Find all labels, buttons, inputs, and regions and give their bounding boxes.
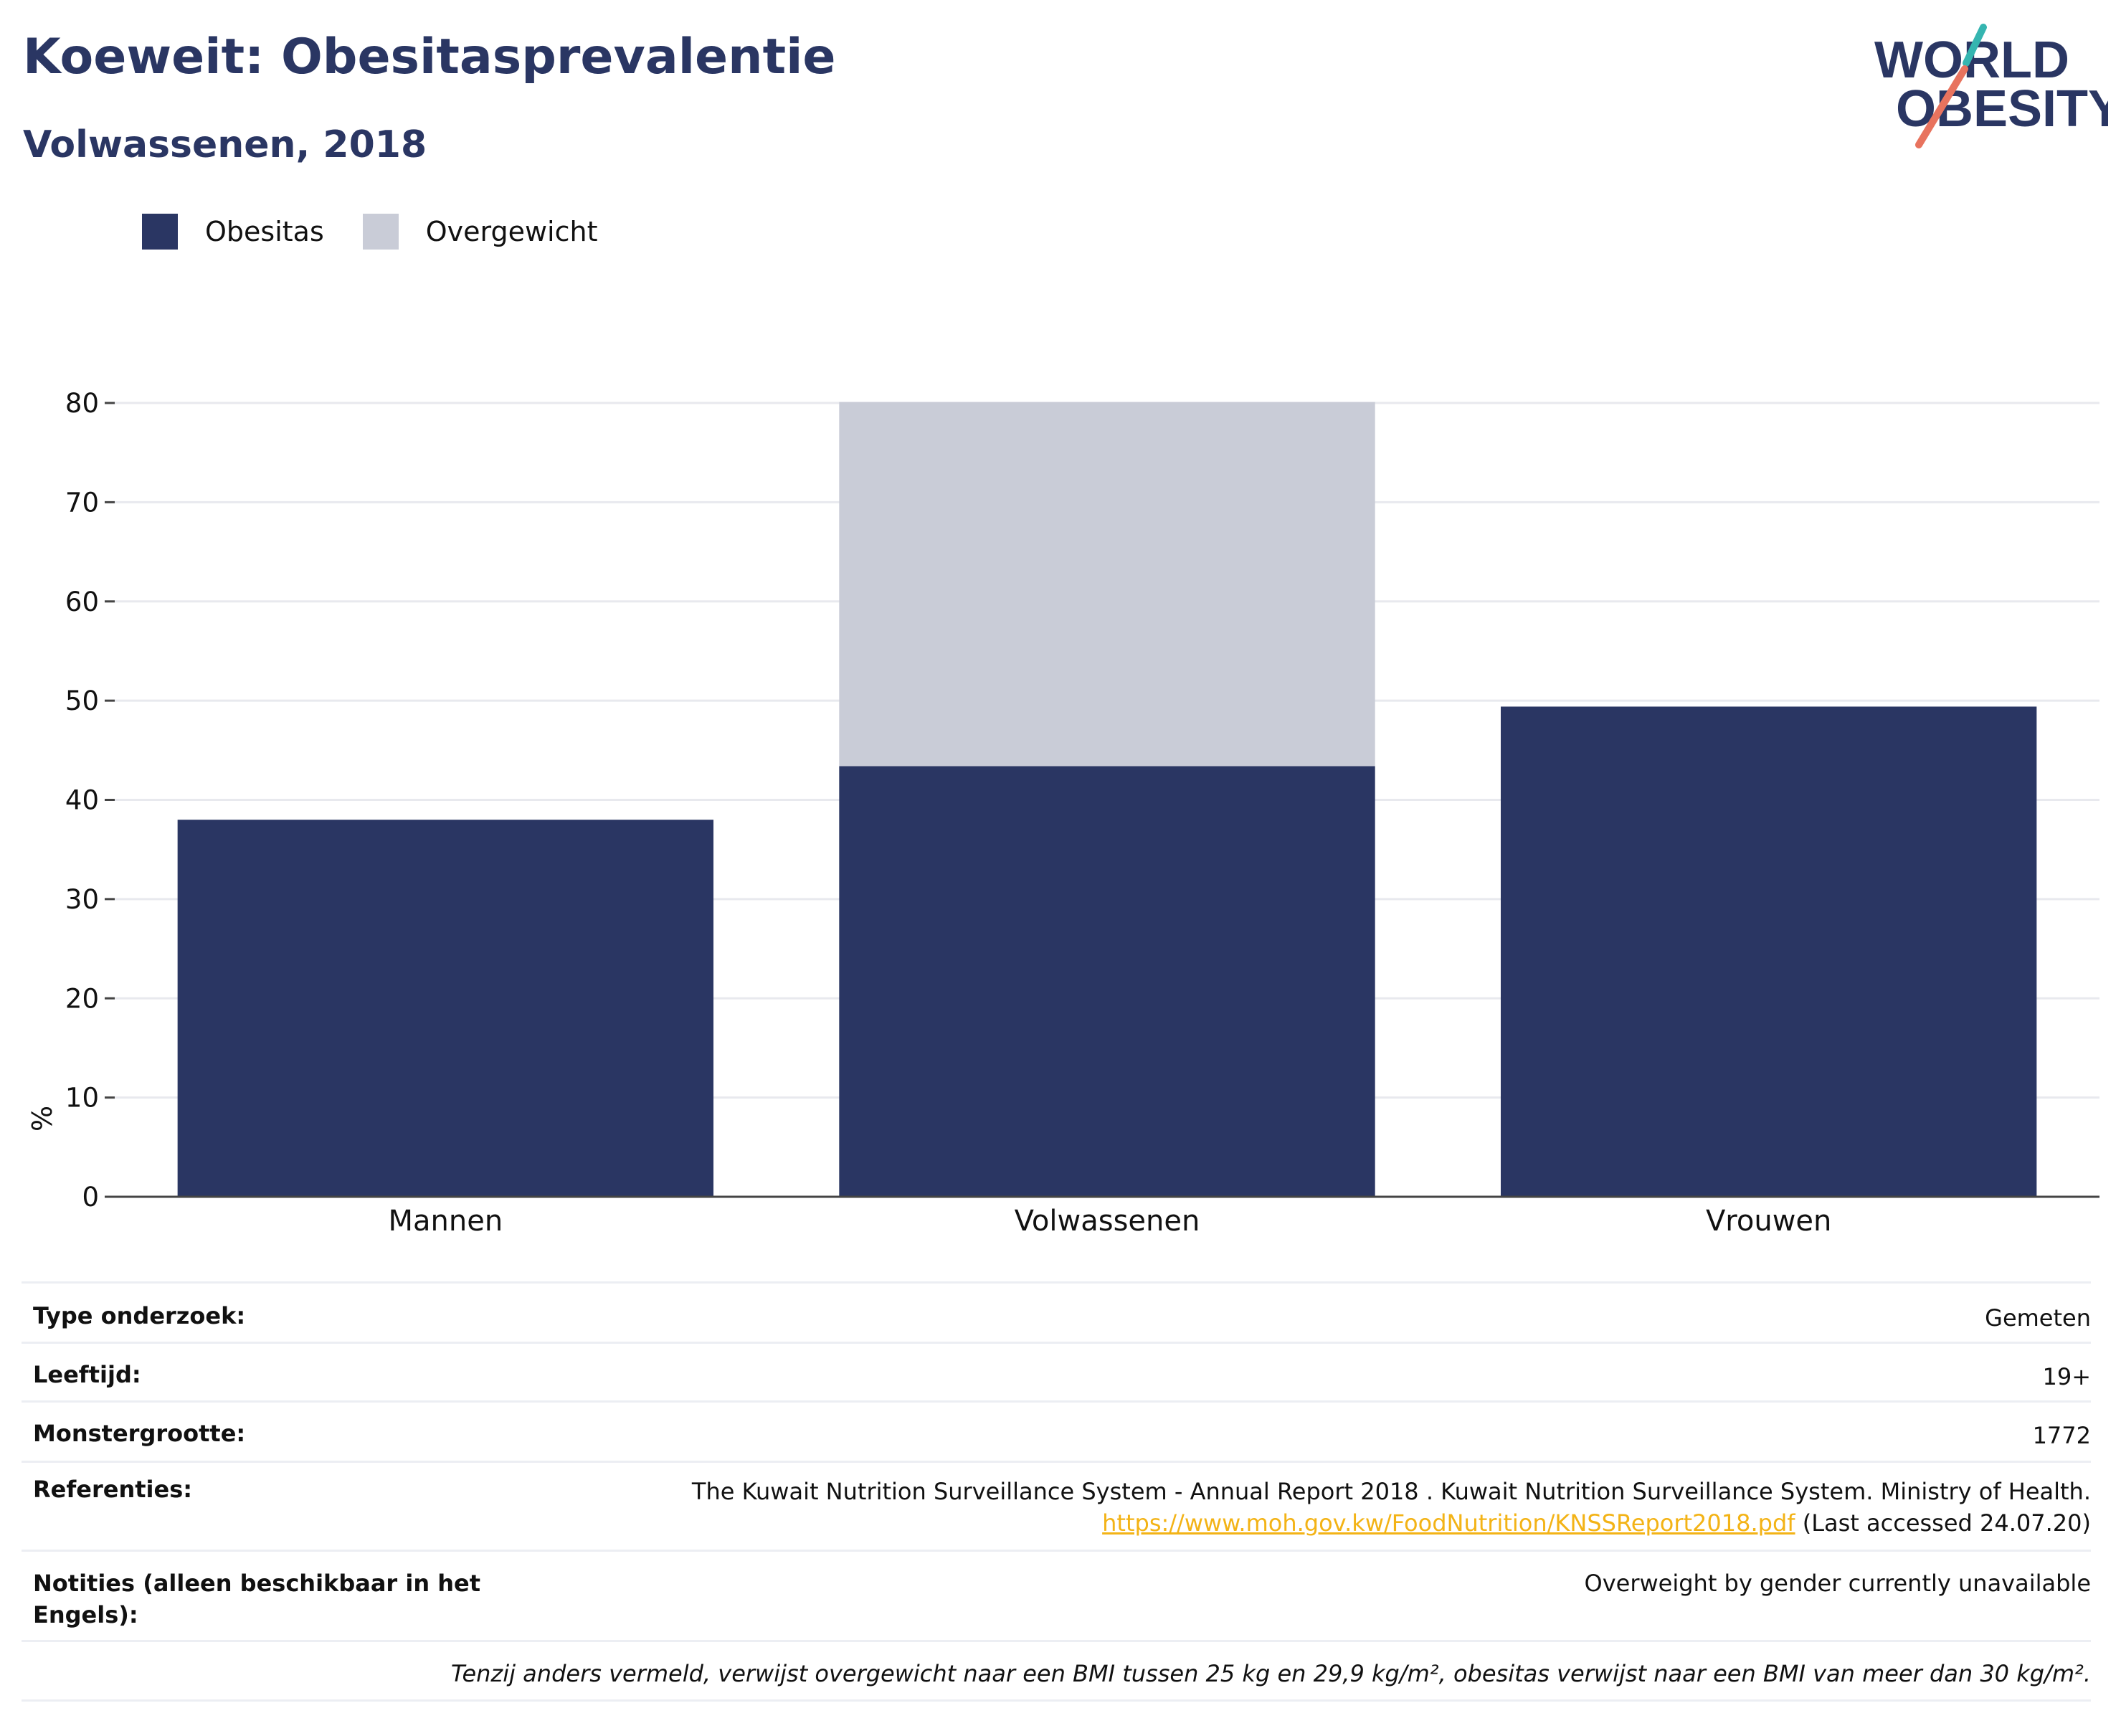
world-obesity-logo: WORLD OBESITY bbox=[1874, 24, 2108, 148]
references-label: Referenties: bbox=[33, 1476, 193, 1503]
bar-obesitas-mannen[interactable] bbox=[177, 820, 714, 1197]
y-tick-label: 30 bbox=[65, 884, 99, 915]
info-row-sample-size: Monstergrootte: 1772 bbox=[22, 1400, 2091, 1461]
references-accessed: (Last accessed 24.07.20) bbox=[1795, 1509, 2091, 1537]
bar-overgewicht-volwassenen[interactable] bbox=[839, 402, 1375, 767]
legend-label-obesitas: Obesitas bbox=[205, 216, 324, 247]
y-tick-label: 20 bbox=[65, 983, 99, 1014]
references-link[interactable]: https://www.moh.gov.kw/FoodNutrition/KNS… bbox=[1102, 1509, 1795, 1537]
info-row-age: Leeftijd: 19+ bbox=[22, 1342, 2091, 1400]
notes-value: Overweight by gender currently unavailab… bbox=[1584, 1570, 2092, 1597]
legend-swatch-obesitas bbox=[142, 214, 178, 250]
info-row-references: Referenties: The Kuwait Nutrition Survei… bbox=[22, 1461, 2091, 1550]
y-tick-label: 10 bbox=[65, 1083, 99, 1114]
legend-item-overgewicht[interactable]: Overgewicht bbox=[362, 214, 598, 250]
info-table: Type onderzoek: Gemeten Leeftijd: 19+ Mo… bbox=[22, 1281, 2091, 1702]
chart-legend: Obesitas Overgewicht bbox=[142, 212, 637, 251]
x-tick-label: Mannen bbox=[388, 1205, 503, 1238]
y-tick-label: 60 bbox=[65, 587, 99, 617]
references-value: The Kuwait Nutrition Surveillance System… bbox=[692, 1476, 2091, 1539]
references-text: The Kuwait Nutrition Surveillance System… bbox=[691, 1478, 2091, 1505]
bar-obesitas-vrouwen[interactable] bbox=[1500, 706, 2037, 1197]
sample-size-value: 1772 bbox=[2032, 1422, 2091, 1449]
x-tick-labels: Mannen Volwassenen Vrouwen bbox=[388, 1205, 1831, 1238]
x-tick-label: Volwassenen bbox=[1015, 1205, 1200, 1238]
bars bbox=[177, 402, 2037, 1197]
y-axis-label: % bbox=[27, 1106, 58, 1132]
footnote-text: Tenzij anders vermeld, verwijst overgewi… bbox=[450, 1660, 2091, 1687]
age-value: 19+ bbox=[2042, 1363, 2091, 1390]
y-tick-label: 80 bbox=[65, 388, 99, 419]
logo-coral-stroke bbox=[1915, 65, 1968, 148]
sample-size-label: Monstergrootte: bbox=[33, 1420, 246, 1447]
legend-swatch-overgewicht bbox=[362, 214, 399, 250]
legend-label-overgewicht: Overgewicht bbox=[425, 216, 598, 247]
bar-chart: 0 10 20 30 40 50 60 70 80 Mannen Volwassenen Vrouw… bbox=[27, 388, 2099, 1238]
info-row-survey-type: Type onderzoek: Gemeten bbox=[22, 1281, 2091, 1342]
chart-title: Koeweit: Obesitasprevalentie bbox=[23, 29, 836, 85]
y-tick-label: 0 bbox=[82, 1182, 99, 1213]
age-label: Leeftijd: bbox=[33, 1361, 141, 1388]
x-tick-label: Vrouwen bbox=[1706, 1205, 1831, 1238]
info-row-notes: Notities (alleen beschikbaar in het Enge… bbox=[22, 1550, 2091, 1640]
bar-obesitas-volwassenen[interactable] bbox=[839, 766, 1375, 1197]
chart-subtitle: Volwassenen, 2018 bbox=[23, 123, 427, 166]
y-tick-label: 70 bbox=[65, 487, 99, 518]
survey-type-value: Gemeten bbox=[1985, 1304, 2091, 1332]
info-row-footnote: Tenzij anders vermeld, verwijst overgewi… bbox=[22, 1640, 2091, 1702]
notes-label: Notities (alleen beschikbaar in het Enge… bbox=[33, 1570, 481, 1628]
survey-type-label: Type onderzoek: bbox=[33, 1302, 246, 1329]
y-tick-label: 40 bbox=[65, 785, 99, 816]
logo-teal-stroke bbox=[1963, 24, 1987, 67]
legend-item-obesitas[interactable]: Obesitas bbox=[142, 214, 324, 250]
logo-word-world: WORLD bbox=[1874, 32, 2069, 89]
y-tick-labels: 0 10 20 30 40 50 60 70 80 bbox=[65, 388, 99, 1213]
y-tick-label: 50 bbox=[65, 686, 99, 716]
